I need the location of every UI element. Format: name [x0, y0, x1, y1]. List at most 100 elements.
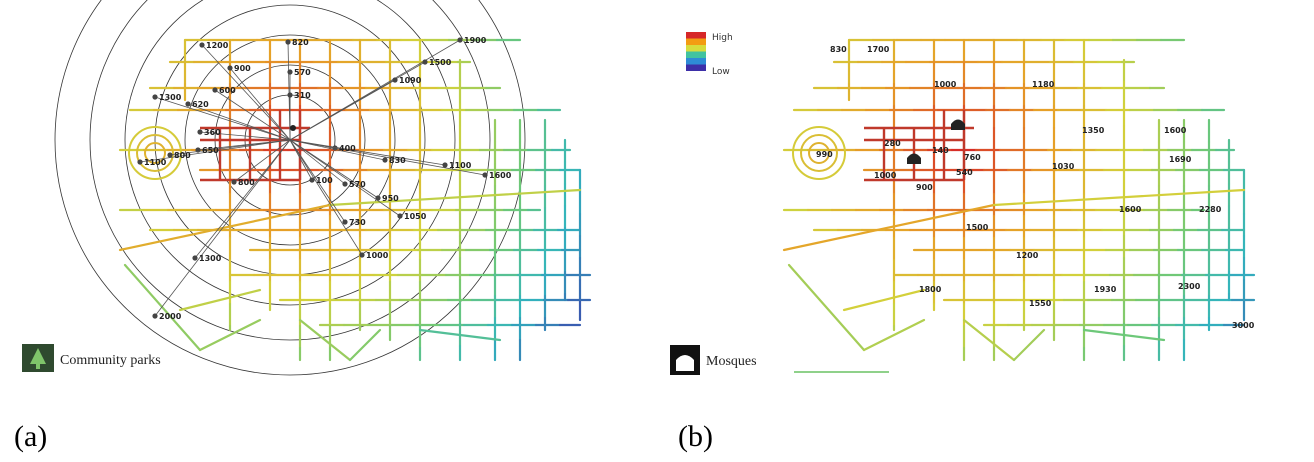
- panel-a-community-parks-map: 820 1200 1900 1500 570 900 600 1090 1300 620 310 36…: [0, 0, 650, 462]
- distance-ring: [89, 0, 491, 341]
- b-distance-label: 1800: [919, 285, 942, 294]
- a-distance-label: 1000: [366, 251, 389, 260]
- a-distance-label: 2000: [159, 312, 182, 321]
- roundabout: [144, 142, 166, 164]
- scale-swatch: [686, 58, 706, 65]
- a-distance-label: 1500: [429, 58, 452, 67]
- street-segment: [328, 188, 582, 207]
- radial-line: [289, 139, 313, 181]
- street-segment: [198, 318, 262, 352]
- street-segment: [118, 203, 332, 252]
- node-point: [287, 69, 293, 75]
- b-distance-label: 1600: [1119, 205, 1142, 214]
- street-network: [782, 38, 1256, 362]
- mosque-dome: [951, 119, 965, 130]
- node-point: [192, 255, 198, 261]
- node-point: [137, 159, 143, 165]
- node-point: [199, 42, 205, 48]
- a-distance-label: 830: [389, 156, 406, 165]
- distance-ring: [54, 0, 526, 376]
- distance-ring: [184, 34, 396, 246]
- node-point: [342, 219, 348, 225]
- a-distance-label: 600: [219, 86, 236, 95]
- roundabout: [808, 142, 830, 164]
- b-distance-label: 990: [816, 150, 833, 159]
- b-distance-label: 1000: [874, 171, 897, 180]
- radial-line: [289, 139, 363, 256]
- a-distance-label: 730: [349, 218, 366, 227]
- b-distance-label: 140: [932, 146, 949, 155]
- mosque-marker-icon: [907, 153, 921, 164]
- radial-line: [214, 89, 291, 141]
- street-segment: [992, 188, 1246, 207]
- node-point: [375, 195, 381, 201]
- b-distance-label: 280: [884, 139, 901, 148]
- b-distance-label: 1690: [1169, 155, 1192, 164]
- node-point: [287, 92, 293, 98]
- distance-ring: [124, 0, 456, 306]
- node-point: [231, 179, 237, 185]
- street-segment: [298, 318, 352, 362]
- b-distance-label: 2300: [1178, 282, 1201, 291]
- radial-line: [139, 139, 291, 163]
- b-distance-label: 2280: [1199, 205, 1222, 214]
- node-point: [359, 252, 365, 258]
- street-segment: [787, 263, 866, 352]
- b-distance-label: 3000: [1232, 321, 1255, 330]
- a-distance-label: 360: [204, 128, 221, 137]
- roundabout: [800, 134, 838, 172]
- node-point: [167, 152, 173, 158]
- b-distance-label: 540: [956, 168, 973, 177]
- b-distance-label: 1500: [966, 223, 989, 232]
- a-distance-label: 1300: [159, 93, 182, 102]
- node-point: [285, 39, 291, 45]
- radial-line: [289, 139, 486, 176]
- b-distance-label: 760: [964, 153, 981, 162]
- scale-swatch: [686, 32, 706, 39]
- radial-line: [289, 79, 396, 141]
- radial-line: [229, 67, 291, 141]
- scale-swatch: [686, 38, 706, 45]
- street-segment: [1012, 328, 1046, 362]
- legend-label-community-parks: Community parks: [60, 353, 161, 368]
- park-tree-trunk: [36, 364, 40, 369]
- legend-mosques: Mosques: [670, 345, 757, 375]
- street-segment: [782, 203, 996, 252]
- a-distance-label: 900: [234, 64, 251, 73]
- park-tree-icon-shape: [30, 348, 46, 364]
- a-distance-label: 100: [316, 176, 333, 185]
- a-distance-label: 1200: [206, 41, 229, 50]
- a-distance-label: 650: [202, 146, 219, 155]
- legend-community-parks: Community parks: [22, 344, 161, 372]
- mosque-marker-icon: [951, 119, 965, 130]
- radial-line: [289, 139, 401, 217]
- scale-swatch: [686, 45, 706, 52]
- b-distance-label: 1200: [1016, 251, 1039, 260]
- radial-lines: [137, 37, 488, 319]
- a-distance-label: 1300: [199, 254, 222, 263]
- radial-line: [194, 139, 291, 259]
- node-point: [197, 129, 203, 135]
- scale-swatch: [686, 51, 706, 58]
- radial-line: [289, 139, 346, 223]
- scale-high-label: High: [712, 33, 733, 43]
- a-distance-label: 570: [294, 68, 311, 77]
- a-distance-label: 1050: [404, 212, 427, 221]
- street-segment: [123, 263, 202, 352]
- a-distance-label: 400: [339, 144, 356, 153]
- b-distance-label: 1550: [1029, 299, 1052, 308]
- color-scale-legend: High Low: [686, 32, 733, 77]
- street-segment: [348, 328, 382, 362]
- b-distance-label: 1030: [1052, 162, 1075, 171]
- roundabout: [792, 126, 846, 180]
- street-segment: [418, 328, 502, 342]
- street-segment: [962, 318, 1016, 362]
- a-distance-label: 1090: [399, 76, 422, 85]
- street-segment: [862, 318, 926, 352]
- panel-b-mosques-map: 1700 830 1000 1180 1350 1600 280 140 990 760 1030 1…: [664, 0, 1314, 462]
- node-point: [457, 37, 463, 43]
- node-point: [185, 101, 191, 107]
- radial-line: [233, 139, 291, 183]
- a-distance-label: 1900: [464, 36, 487, 45]
- b-distance-label: 1600: [1164, 126, 1187, 135]
